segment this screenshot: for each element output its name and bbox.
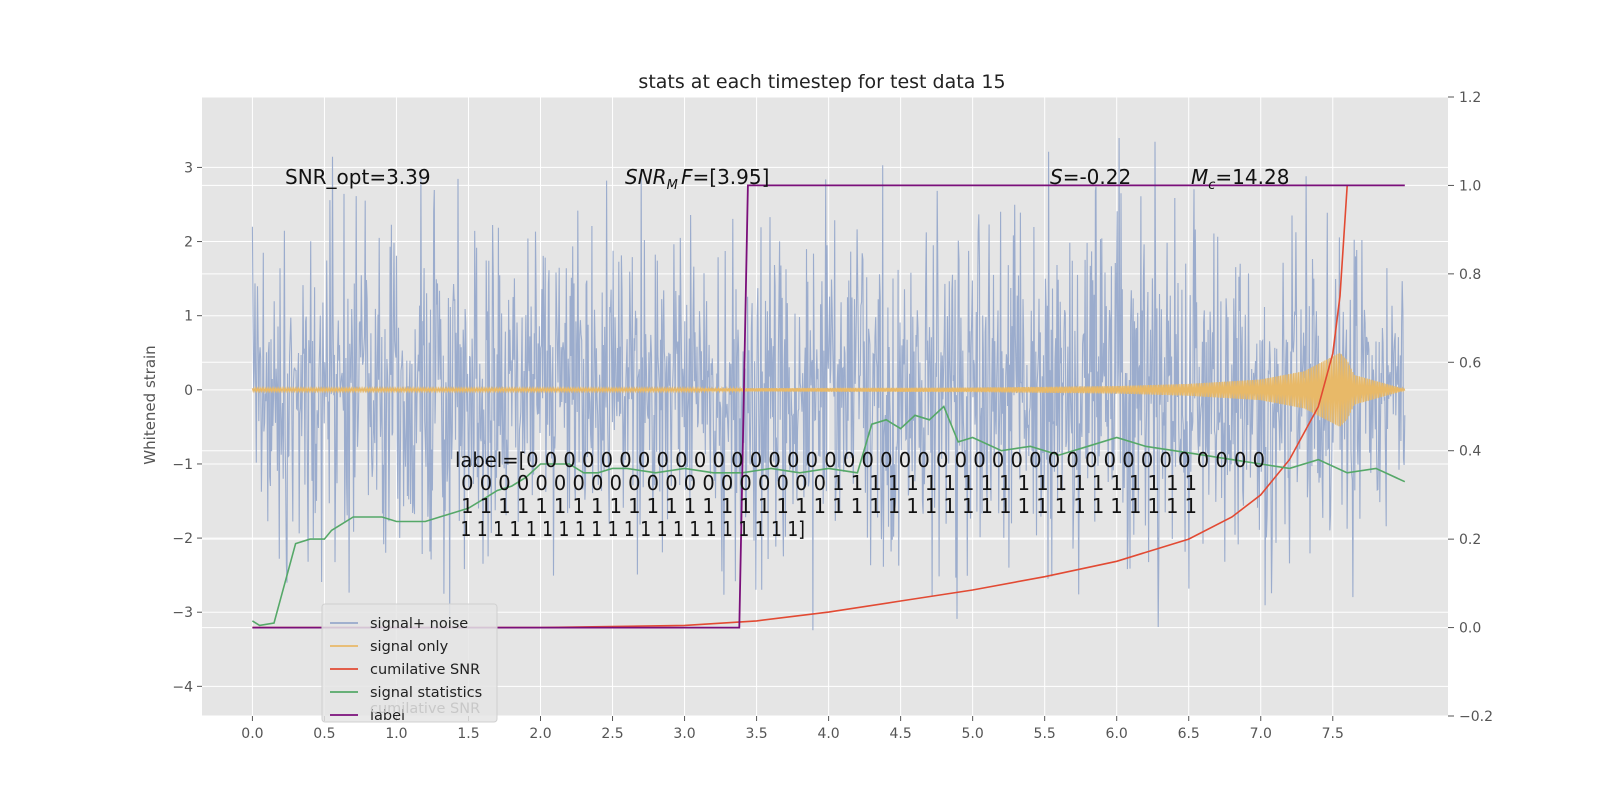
x-tick-label: 0.0 [241,726,263,742]
chart-title: stats at each timestep for test data 15 [638,71,1005,93]
mc-subscript: c [1208,178,1215,193]
x-tick-label: 3.5 [745,726,767,742]
y-right-tick-label: 0.8 [1459,267,1481,283]
legend-label: signal only [370,639,449,655]
x-tick-label: 2.0 [529,726,551,742]
snr-mf-rest-text: F=[3.95] [681,165,769,189]
x-tick-label: 1.5 [457,726,479,742]
s-annotation: S=-0.22 [1050,165,1131,189]
y-right-tick-label: −0.2 [1459,709,1493,725]
snr-mf-base: SNR [625,165,667,189]
x-tick-label: 5.5 [1034,726,1056,742]
x-tick-label: 6.5 [1178,726,1200,742]
mc-variable: M [1191,165,1208,189]
legend-box [321,603,498,723]
y-axis-ticks: 3 2 1 0 −1 −2 −3 −4 [172,160,202,695]
y-tick-label: 0 [184,383,193,399]
x-tick-label: 2.5 [601,726,623,742]
series-cumulative-snr-line [252,185,1348,629]
x-tick-label: 5.0 [962,726,984,742]
y-tick-label: 2 [184,235,193,251]
y-right-tick-label: 0.2 [1459,532,1481,548]
label-array-annotation: label=[0 0 0 0 0 0 0 0 0 0 0 0 0 0 0 0 0… [455,448,1265,541]
y-right-tick-label: 0.4 [1459,444,1481,460]
label-line-2: 0 0 0 0 0 0 0 0 0 0 0 0 0 0 0 0 0 0 0 0 … [455,471,1197,495]
y-right-axis-ticks: 1.2 1.0 0.8 0.6 0.4 0.2 0.0 −0.2 [1448,90,1493,725]
snr-opt-annotation: SNR_opt=3.39 [285,165,431,189]
series-signal-noise-line [251,137,1406,631]
series-signal-only-line [251,352,1406,427]
x-tick-label: 4.5 [889,726,911,742]
snr-mf-value: =[3.95] [693,165,770,189]
x-tick-label: 7.5 [1322,726,1344,742]
y-right-tick-label: 1.2 [1459,90,1481,106]
y-right-tick-label: 1.0 [1459,178,1481,194]
x-axis-ticks: 0.0 0.5 1.0 1.5 2.0 2.5 3.0 3.5 4.0 4.5 5.0 5.5 6.0 6… [241,716,1344,742]
x-tick-label: 7.0 [1250,726,1272,742]
s-value: =-0.22 [1063,165,1132,189]
snr-mf-subscript: M [667,178,678,193]
x-tick-label: 4.0 [817,726,839,742]
x-tick-label: 1.0 [385,726,407,742]
legend-label: cumilative SNR [370,662,480,678]
y-right-tick-label: 0.6 [1459,355,1481,371]
legend-label: signal statistics [370,685,482,701]
s-variable: S [1050,165,1063,189]
snr-mf-f: F [681,165,693,189]
label-line-3: 1 1 1 1 1 1 1 1 1 1 1 1 1 1 1 1 1 1 1 1 … [455,494,1197,518]
mc-value: =14.28 [1215,165,1289,189]
legend-label: signal+ noise [370,616,468,632]
y-tick-label: −4 [172,679,193,695]
series-signal-statistics-line [251,405,1406,627]
y-tick-label: 3 [184,160,193,176]
snr-mf-annotation: SNRM [625,165,678,193]
legend-ghost-text: cumilative SNR [370,701,480,717]
label-line-4: 1 1 1 1 1 1 1 1 1 1 1 1 1 1 1 1 1 1 1 1 … [455,517,805,541]
y-right-tick-label: 0.0 [1459,621,1481,637]
x-tick-label: 6.0 [1106,726,1128,742]
y-axis-label: Whitened strain [141,345,159,464]
y-tick-label: 1 [184,309,193,325]
y-tick-label: −1 [172,457,193,473]
label-line-1: label=[0 0 0 0 0 0 0 0 0 0 0 0 0 0 0 0 0… [455,448,1265,472]
x-tick-label: 3.0 [673,726,695,742]
y-tick-label: −2 [172,531,193,547]
legend-label: label [370,708,405,724]
y-tick-label: −3 [172,605,193,621]
mc-annotation: Mc=14.28 [1191,165,1289,193]
x-tick-label: 0.5 [313,726,335,742]
